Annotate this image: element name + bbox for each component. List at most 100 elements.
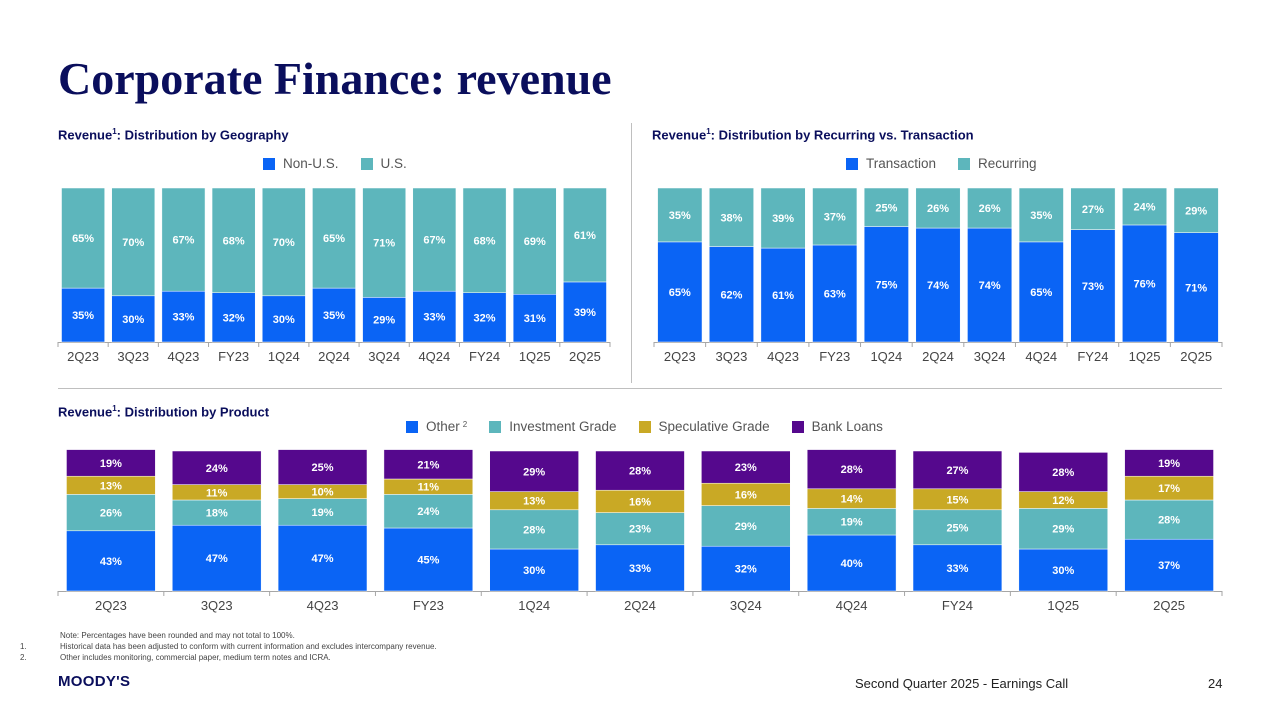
data-label: 33%	[423, 312, 445, 324]
product-title-prefix: Revenue	[58, 404, 113, 420]
bar-segment-u-s--fy23	[211, 187, 256, 293]
geography-title-prefix: Revenue	[58, 127, 113, 143]
legend-swatch	[638, 420, 651, 433]
x-tick-label: 4Q24	[418, 349, 450, 364]
bar-segment-u-s--2q24	[312, 187, 356, 289]
legend-swatch	[263, 157, 275, 170]
data-label: 68%	[223, 235, 245, 247]
x-tick-label: 3Q23	[117, 349, 149, 364]
data-label: 67%	[423, 235, 445, 247]
data-label: 33%	[172, 312, 194, 324]
data-label: 39%	[574, 307, 596, 319]
x-tick-label: 2Q24	[318, 349, 350, 364]
legend-item-transaction: Transaction	[846, 156, 936, 171]
product-title-suffix: : Distribution by Product	[116, 404, 270, 420]
bar-segment-u-s--2q25	[563, 187, 607, 283]
footnote-text: Other includes monitoring, commercial pa…	[60, 653, 331, 662]
data-label: 30%	[122, 314, 144, 326]
legend-item-bank-loans: Bank Loans	[791, 419, 883, 434]
product-legend: Other 2 Investment Grade Speculative Grad…	[406, 419, 905, 434]
vertical-divider	[631, 123, 632, 383]
bar-segment-non-u-s--3q24	[362, 297, 407, 343]
product-title-footnote: 1	[112, 404, 117, 413]
data-label: 67%	[172, 235, 194, 247]
data-label: 35%	[72, 310, 94, 322]
data-label: 32%	[474, 312, 496, 324]
footnote-number: 1.	[20, 642, 27, 651]
data-label: 29%	[373, 315, 395, 327]
geography-title-suffix: : Distribution by Geography	[116, 127, 289, 143]
data-label: 70%	[273, 237, 295, 249]
legend-item-investment-grade: Investment Grade	[489, 419, 617, 434]
moodys-logo: MOODY'S	[58, 673, 131, 690]
recurring-legend: Transaction Recurring	[846, 156, 1059, 171]
data-label: 32%	[223, 312, 245, 324]
data-label: 70%	[122, 237, 144, 249]
legend-item-non-us: Non-U.S.	[263, 156, 339, 171]
bar-segment-non-u-s--2q24	[312, 287, 356, 343]
data-label: 65%	[72, 233, 94, 245]
legend-label: Other	[426, 419, 460, 434]
product-chart-title: Revenue1: Distribution by Product	[58, 404, 269, 419]
recurring-title-footnote: 1	[706, 127, 711, 136]
page-number: 24	[1208, 676, 1223, 691]
bar-segment-u-s--2q23	[61, 187, 105, 289]
legend-label: Bank Loans	[811, 419, 883, 434]
recurring-title-suffix: : Distribution by Recurring vs. Transact…	[710, 127, 974, 143]
bar-segment-u-s--fy24	[462, 187, 507, 293]
footer-text: Second Quarter 2025 - Earnings Call	[855, 676, 1069, 691]
geography-legend: Non-U.S. U.S.	[263, 156, 429, 171]
data-label: 30%	[273, 314, 295, 326]
footnote-text: Historical data has been adjusted to con…	[60, 642, 437, 651]
footnote-2: 2. Other includes monitoring, commercial …	[20, 652, 437, 663]
data-label: 71%	[373, 238, 395, 250]
legend-swatch	[360, 157, 373, 170]
page-title: Corporate Finance: revenue	[58, 53, 612, 104]
legend-label: Speculative Grade	[658, 419, 770, 434]
footnotes: Note: Percentages have been rounded and …	[20, 630, 437, 663]
bar-segment-non-u-s--4q24	[412, 290, 457, 343]
legend-swatch	[489, 420, 502, 433]
bar-segment-non-u-s--4q23	[161, 290, 206, 343]
data-label: 61%	[574, 230, 596, 242]
bar-segment-non-u-s--1q25	[512, 294, 557, 343]
data-label: 31%	[524, 313, 546, 325]
bar-segment-u-s--3q24	[362, 187, 407, 298]
legend-label: Non-U.S.	[283, 156, 339, 171]
legend-label: U.S.	[380, 156, 407, 171]
x-tick-label: 2Q23	[67, 349, 99, 364]
legend-label: Investment Grade	[509, 419, 617, 434]
bar-segment-u-s--4q23	[161, 187, 206, 292]
legend-item-recurring: Recurring	[958, 156, 1037, 171]
legend-swatch	[406, 420, 418, 433]
bar-segment-non-u-s--1q24	[261, 295, 306, 343]
footnote-number: 2.	[20, 653, 27, 662]
data-label: 65%	[323, 233, 345, 245]
legend-swatch	[958, 157, 971, 170]
recurring-chart-title: Revenue1: Distribution by Recurring vs. …	[652, 127, 974, 142]
x-tick-label: 1Q25	[519, 349, 551, 364]
legend-item-other: Other 2	[406, 419, 467, 434]
recurring-title-prefix: Revenue	[652, 127, 707, 143]
note-rounding: Note: Percentages have been rounded and …	[60, 631, 295, 640]
x-tick-label: 4Q23	[168, 349, 200, 364]
x-tick-label: FY24	[469, 349, 500, 364]
x-tick-label: 2Q25	[569, 349, 601, 364]
data-label: 35%	[323, 310, 345, 322]
legend-label: Recurring	[978, 156, 1037, 171]
bar-segment-u-s--4q24	[412, 187, 457, 292]
geography-title-footnote: 1	[112, 127, 117, 136]
legend-swatch	[846, 157, 858, 170]
bar-segment-u-s--1q25	[512, 187, 557, 295]
legend-footnote: 2	[462, 420, 468, 429]
x-tick-label: FY23	[218, 349, 249, 364]
x-tick-label: 1Q24	[268, 349, 300, 364]
x-tick-label: 3Q24	[368, 349, 400, 364]
legend-item-speculative-grade: Speculative Grade	[638, 419, 770, 434]
bar-segment-non-u-s--2q25	[563, 281, 607, 343]
bar-segment-u-s--1q24	[261, 187, 306, 297]
data-label: 68%	[474, 235, 496, 247]
bar-segment-non-u-s--2q23	[61, 287, 105, 343]
geography-chart-title: Revenue1: Distribution by Geography	[58, 127, 289, 142]
